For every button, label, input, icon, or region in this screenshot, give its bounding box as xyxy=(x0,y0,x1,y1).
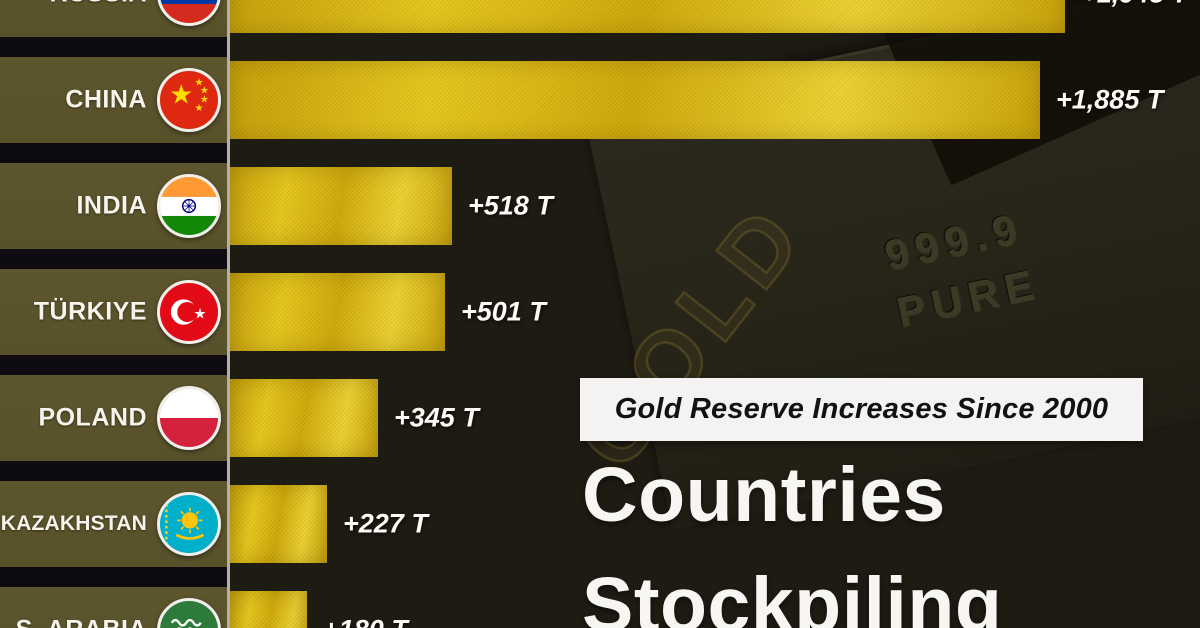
chart-row-poland: POLAND +345 T xyxy=(0,375,1200,461)
chart-row-russia: RUSSIA +1,945 T xyxy=(0,0,1200,37)
svg-text:★: ★ xyxy=(194,306,207,322)
svg-text:★: ★ xyxy=(200,86,209,97)
gold-bar xyxy=(230,591,307,628)
poland-flag-icon xyxy=(157,386,221,450)
kazakhstan-flag-icon xyxy=(157,492,221,556)
turkiye-flag-icon: ★ xyxy=(157,280,221,344)
svg-text:★: ★ xyxy=(194,103,203,114)
chart-row-turkiye: TÜRKIYE ★ +501 T xyxy=(0,269,1200,355)
russia-flag-icon xyxy=(157,0,221,26)
country-name: KAZAKHSTAN xyxy=(0,512,147,535)
country-name: TÜRKIYE xyxy=(33,297,147,326)
country-name: INDIA xyxy=(76,191,147,220)
china-flag-icon: ★ ★ ★ ★ ★ xyxy=(157,68,221,132)
svg-text:★: ★ xyxy=(169,79,193,110)
country-label-box: S. ARABIA xyxy=(0,587,227,628)
chart-row-kazakhstan: KAZAKHSTAN +227 T xyxy=(0,481,1200,567)
country-label-box: RUSSIA xyxy=(0,0,227,37)
country-name: CHINA xyxy=(65,85,147,114)
bar-value-label: +1,945 T xyxy=(1081,0,1188,10)
chart-row-saudi-arabia: S. ARABIA +180 T xyxy=(0,587,1200,628)
bar-value-label: +345 T xyxy=(394,402,479,433)
bar-value-label: +227 T xyxy=(343,508,428,539)
gold-bar xyxy=(230,273,445,351)
gold-bar xyxy=(230,379,378,457)
country-name: POLAND xyxy=(38,403,147,432)
bar-value-label: +1,885 T xyxy=(1056,84,1164,115)
page-title-line1: Countries xyxy=(582,452,946,538)
country-label-box: POLAND xyxy=(0,375,227,461)
gold-bar xyxy=(230,167,452,245)
svg-text:★: ★ xyxy=(194,78,203,89)
chart-axis-line xyxy=(227,0,230,628)
country-label-box: INDIA xyxy=(0,163,227,249)
bar-value-label: +518 T xyxy=(468,190,553,221)
country-label-box: CHINA ★ ★ ★ ★ ★ xyxy=(0,57,227,143)
bar-value-label: +501 T xyxy=(461,296,546,327)
page-title-line2: Stockpiling xyxy=(582,562,1003,628)
page-title: Countries Stockpiling xyxy=(582,440,1002,628)
country-label-box: TÜRKIYE ★ xyxy=(0,269,227,355)
gold-bar xyxy=(230,0,1065,33)
gold-bar xyxy=(230,61,1040,139)
india-flag-icon xyxy=(157,174,221,238)
country-name: S. ARABIA xyxy=(16,616,147,628)
saudi-arabia-flag-icon xyxy=(157,598,221,628)
bar-value-label: +180 T xyxy=(323,615,408,628)
country-name: RUSSIA xyxy=(50,0,147,9)
chart-row-india: INDIA +518 T xyxy=(0,163,1200,249)
subtitle-text: Gold Reserve Increases Since 2000 xyxy=(614,393,1109,425)
subtitle-badge: Gold Reserve Increases Since 2000 xyxy=(580,378,1143,441)
gold-bar xyxy=(230,485,327,563)
svg-text:★: ★ xyxy=(200,95,209,106)
country-label-box: KAZAKHSTAN xyxy=(0,481,227,567)
chart-row-china: CHINA ★ ★ ★ ★ ★ +1,885 T xyxy=(0,57,1200,143)
